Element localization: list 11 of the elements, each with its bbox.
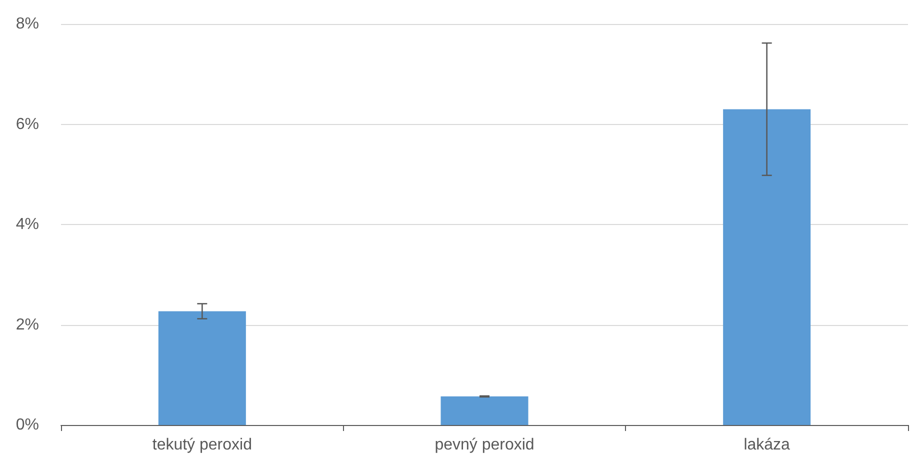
y-tick-label: 6% [16, 116, 39, 133]
y-tick-label: 8% [16, 16, 39, 32]
x-tick-label: lakáza [744, 436, 790, 454]
bar [723, 109, 811, 425]
y-tick-label: 2% [16, 316, 39, 334]
x-tick-label: pevný peroxid [434, 436, 534, 454]
bar [158, 311, 246, 425]
x-tick-label: tekutý peroxid [152, 436, 252, 454]
y-tick-label: 4% [16, 216, 39, 233]
y-tick-label: 0% [16, 416, 39, 434]
bar [440, 396, 528, 425]
